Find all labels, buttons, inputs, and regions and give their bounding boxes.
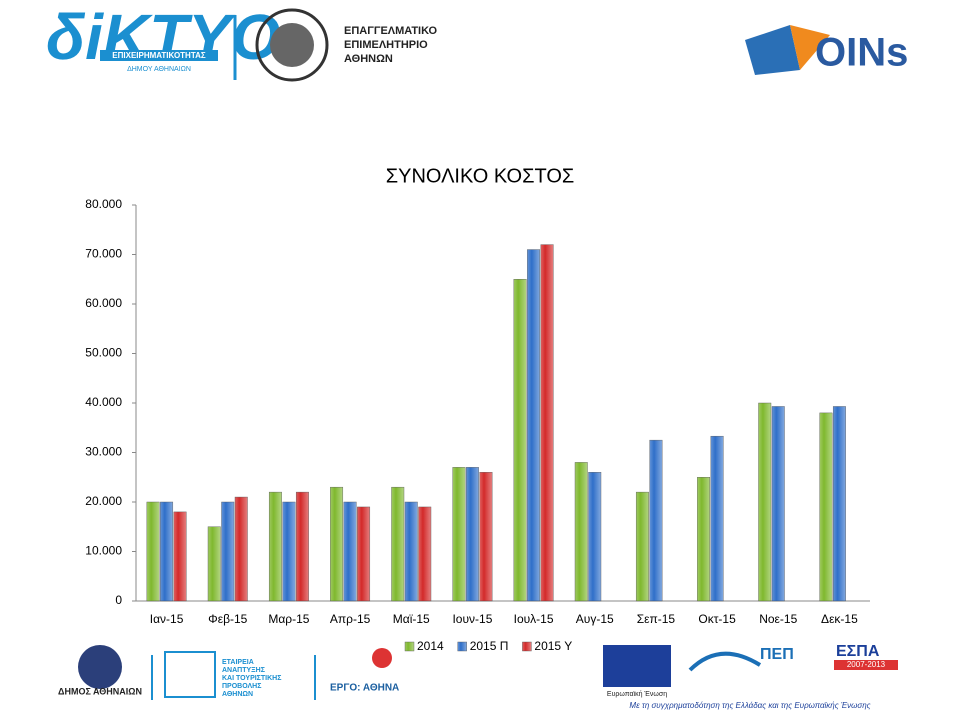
x-tick-label: Οκτ-15 <box>698 612 736 626</box>
bar <box>268 491 282 602</box>
ergo-pin <box>372 648 392 668</box>
bar <box>282 501 296 602</box>
etaireia-line: ΑΝΑΠΤΥΞΗΣ <box>222 667 265 674</box>
diktyo-sub2: ΔΗΜΟΥ ΑΘΗΝΑΙΩΝ <box>127 66 191 73</box>
bar <box>391 486 405 602</box>
bar <box>649 439 663 602</box>
bar <box>295 491 309 602</box>
coins-cube <box>790 25 830 70</box>
bar <box>819 412 833 602</box>
cofund-note: Με τη συγχρηματοδότηση της Ελλάδας και τ… <box>629 701 870 710</box>
legend-label: 2014 <box>417 639 444 653</box>
coins-cube <box>745 25 800 75</box>
etaireia-line: ΑΘΗΝΩΝ <box>222 691 253 698</box>
diktyo-band <box>100 50 218 61</box>
pep-logo: ΠΕΠ <box>760 646 794 663</box>
x-tick-label: Φεβ-15 <box>208 612 247 626</box>
bar <box>404 501 418 602</box>
pep-swoosh <box>688 651 762 672</box>
x-tick-label: Απρ-15 <box>330 612 371 626</box>
dimos-name: ΔΗΜΟΣ ΑΘΗΝΑΙΩΝ <box>58 686 142 696</box>
ergo: ΕΡΓΟ: ΑΘΗΝΑ <box>330 683 399 694</box>
bar <box>465 467 479 602</box>
x-tick-label: Μαρ-15 <box>268 612 309 626</box>
bar <box>207 526 221 602</box>
y-tick-label: 70.000 <box>85 247 122 261</box>
bar <box>527 249 541 602</box>
bar <box>357 506 371 602</box>
bar <box>832 406 846 602</box>
chamber-emblem-inner <box>270 23 314 67</box>
bar <box>173 511 187 602</box>
diktyo-sub: ΕΠΙΧΕΙΡΗΜΑΤΙΚΟΤΗΤΑΣ <box>112 51 206 60</box>
y-tick-label: 30.000 <box>85 445 122 459</box>
coins-logo: OINs <box>815 31 908 75</box>
plot: 0 10.000 20.000 30.000 40.000 50.000 60.000 70.… <box>85 197 858 626</box>
bar <box>513 279 527 602</box>
chamber-name: ΕΠΑΓΓΕΛΜΑΤΙΚΟ <box>344 25 438 37</box>
y-tick-label: 80.000 <box>85 197 122 211</box>
y-tick-label: 40.000 <box>85 395 122 409</box>
etaireia-line: ΠΡΟΒΟΛΗΣ <box>222 683 261 690</box>
y-tick-label: 10.000 <box>85 544 122 558</box>
bar <box>418 506 432 602</box>
y-tick-label: 50.000 <box>85 346 122 360</box>
bar <box>588 472 602 602</box>
espa-years: 2007-2013 <box>847 660 886 669</box>
bar <box>574 462 588 602</box>
eu-flag <box>603 645 671 687</box>
bar <box>160 501 174 602</box>
bar <box>697 477 711 602</box>
chamber-name: ΕΠΙΜΕΛΗΤΗΡΙΟ <box>344 39 428 51</box>
y-tick-label: 0 <box>115 593 122 607</box>
dimos-emblem <box>78 645 122 689</box>
y-tick-label: 20.000 <box>85 494 122 508</box>
bar <box>146 501 160 602</box>
bar <box>330 486 344 602</box>
bar <box>758 402 772 602</box>
y-tick-label: 60.000 <box>85 296 122 310</box>
bar <box>479 472 493 602</box>
x-tick-label: Ιαν-15 <box>150 612 184 626</box>
x-tick-label: Ιουλ-15 <box>514 612 554 626</box>
x-tick-label: Ιουν-15 <box>452 612 492 626</box>
etaireia-logo <box>164 651 216 698</box>
espa-band <box>834 660 898 670</box>
bar <box>710 435 724 602</box>
bar <box>343 501 357 602</box>
etaireia-text: ΕΤΑΙΡΕΙΑ ΑΝΑΠΤΥΞΗΣ ΚΑΙ ΤΟΥΡΙΣΤΙΚΗΣ ΠΡΟΒΟ… <box>222 659 281 698</box>
etaireia-line: ΚΑΙ ΤΟΥΡΙΣΤΙΚΗΣ <box>222 675 281 682</box>
legend-swatch <box>404 641 415 652</box>
bar <box>771 406 785 602</box>
chamber-emblem <box>255 8 329 82</box>
chamber-name: ΑΘΗΝΩΝ <box>344 53 393 65</box>
chart-title: ΣΥΝΟΛΙΚΟ ΚΟΣΤΟΣ <box>386 165 575 187</box>
bar <box>635 491 649 602</box>
diktyo-logo: δiKTYO <box>46 1 281 73</box>
x-tick-label: Αυγ-15 <box>576 612 614 626</box>
legend-label: 2015 Π <box>470 639 509 653</box>
x-tick-label: Μαϊ-15 <box>393 612 430 626</box>
bar <box>221 501 235 602</box>
legend: 2014 2015 Π 2015 Υ <box>404 639 572 653</box>
legend-label: 2015 Υ <box>534 639 572 653</box>
x-tick-label: Σεπ-15 <box>637 612 676 626</box>
bar <box>234 496 248 602</box>
etaireia-line: ΕΤΑΙΡΕΙΑ <box>222 659 254 666</box>
espa-logo: ΕΣΠΑ <box>836 643 880 660</box>
bar <box>540 244 554 602</box>
legend-swatch <box>457 641 467 652</box>
x-tick-label: Δεκ-15 <box>821 612 858 626</box>
eu-label: Ευρωπαϊκή Ένωση <box>607 691 667 698</box>
x-tick-label: Νοε-15 <box>759 612 797 626</box>
bar <box>452 467 466 602</box>
legend-swatch <box>522 641 532 652</box>
